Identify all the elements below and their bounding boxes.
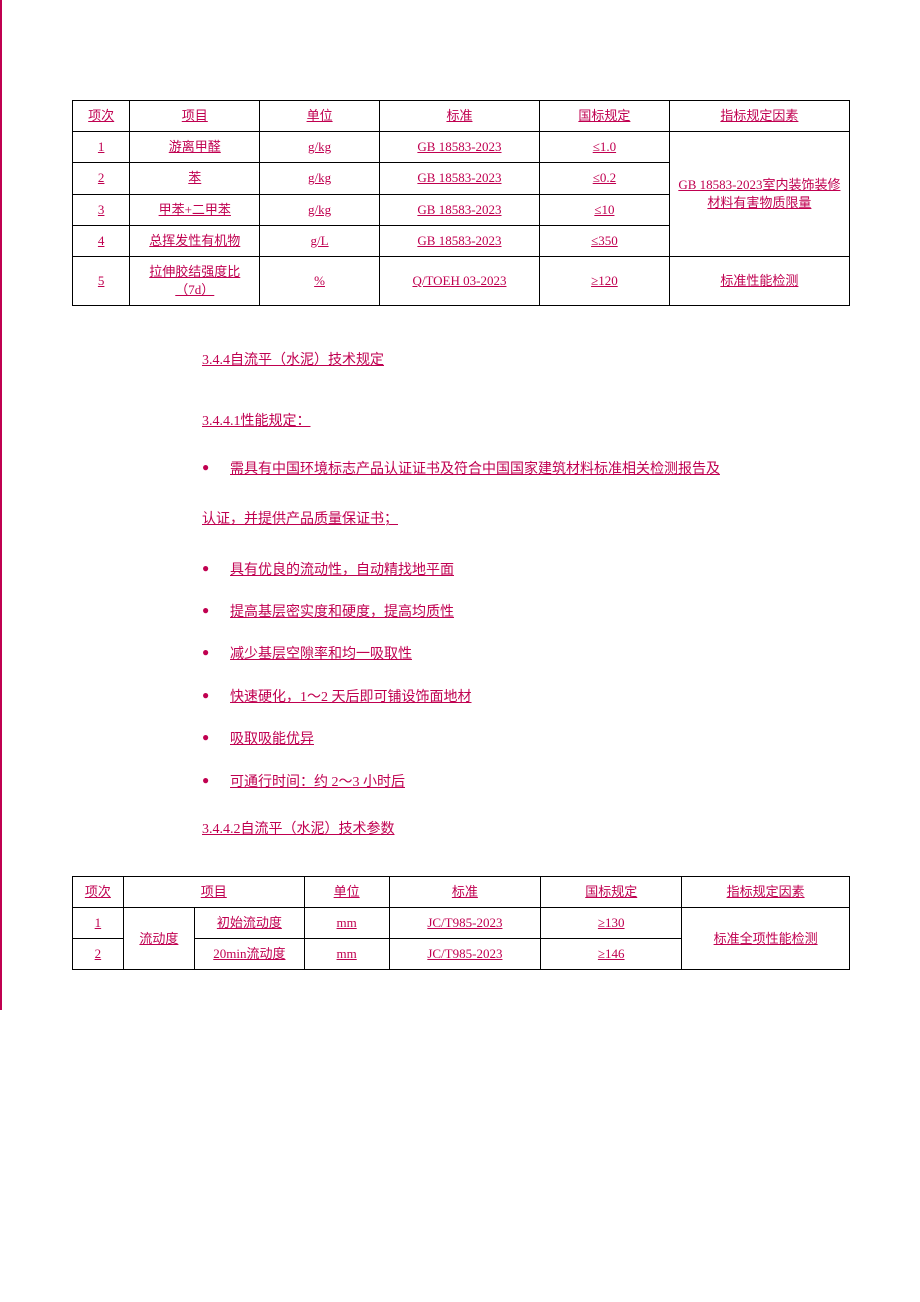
cell-unit: g/kg	[260, 132, 380, 163]
table-header-row: 项次 项目 单位 标准 国标规定 指标规定因素	[73, 101, 850, 132]
cell-factor: 标准性能检测	[669, 256, 849, 305]
cell-std: GB 18583-2023	[379, 225, 539, 256]
cell-item: 总挥发性有机物	[130, 225, 260, 256]
cell-no: 4	[73, 225, 130, 256]
cell-spec: ≥120	[539, 256, 669, 305]
cell-spec: ≤10	[539, 194, 669, 225]
list-item: 具有优良的流动性，自动精找地平面	[202, 553, 850, 589]
cell-no: 1	[73, 132, 130, 163]
th-factor: 指标规定因素	[682, 876, 850, 907]
cell-group: 流动度	[123, 908, 194, 970]
table-row: 1 流动度 初始流动度 mm JC/T985-2023 ≥130 标准全项性能检…	[73, 908, 850, 939]
cell-item: 甲苯+二甲苯	[130, 194, 260, 225]
th-std: 标准	[389, 876, 541, 907]
cell-std: JC/T985-2023	[389, 939, 541, 970]
cell-item: 拉伸胶结强度比（7d）	[130, 256, 260, 305]
cell-std: GB 18583-2023	[379, 194, 539, 225]
list-item: 可通行时间：约 2～3 小时后	[202, 765, 850, 801]
list-item: 快速硬化，1～2 天后即可铺设饰面地材	[202, 680, 850, 716]
cell-sub: 初始流动度	[194, 908, 304, 939]
heading-3441: 3.4.4.1性能规定：	[202, 407, 850, 438]
cell-factor-merged: GB 18583-2023室内装饰装修材料有害物质限量	[669, 132, 849, 257]
cell-spec: ≤350	[539, 225, 669, 256]
list-item: 提高基层密实度和硬度，提高均质性	[202, 595, 850, 631]
heading-3442: 3.4.4.2自流平（水泥）技术参数	[202, 815, 850, 846]
cell-no: 3	[73, 194, 130, 225]
cell-unit: g/kg	[260, 163, 380, 194]
th-std: 标准	[379, 101, 539, 132]
th-factor: 指标规定因素	[669, 101, 849, 132]
cell-unit: %	[260, 256, 380, 305]
top-spacer	[72, 40, 850, 100]
list-item: 需具有中国环境标志产品认证证书及符合中国国家建筑材料标准相关检测报告及	[202, 452, 850, 488]
cell-unit: g/L	[260, 225, 380, 256]
list-item: 减少基层空隙率和均一吸取性	[202, 637, 850, 673]
table-row: 5 拉伸胶结强度比（7d） % Q/TOEH 03-2023 ≥120 标准性能…	[73, 256, 850, 305]
th-unit: 单位	[304, 876, 389, 907]
cell-no: 2	[73, 163, 130, 194]
th-no: 项次	[73, 876, 124, 907]
cell-spec: ≤0.2	[539, 163, 669, 194]
table-hazardous-limits: 项次 项目 单位 标准 国标规定 指标规定因素 1 游离甲醛 g/kg GB 1…	[72, 100, 850, 306]
cell-std: GB 18583-2023	[379, 163, 539, 194]
heading-344: 3.4.4自流平（水泥）技术规定	[202, 346, 850, 377]
th-item: 项目	[130, 101, 260, 132]
th-spec: 国标规定	[539, 101, 669, 132]
cell-std: Q/TOEH 03-2023	[379, 256, 539, 305]
cell-factor-merged: 标准全项性能检测	[682, 908, 850, 970]
cell-spec: ≥130	[541, 908, 682, 939]
cell-unit: g/kg	[260, 194, 380, 225]
cell-spec: ≤1.0	[539, 132, 669, 163]
cell-unit: mm	[304, 939, 389, 970]
cell-std: GB 18583-2023	[379, 132, 539, 163]
th-no: 项次	[73, 101, 130, 132]
cell-no: 5	[73, 256, 130, 305]
cell-std: JC/T985-2023	[389, 908, 541, 939]
performance-bullets: 需具有中国环境标志产品认证证书及符合中国国家建筑材料标准相关检测报告及	[202, 452, 850, 488]
performance-bullets-2: 具有优良的流动性，自动精找地平面 提高基层密实度和硬度，提高均质性 减少基层空隙…	[202, 553, 850, 801]
cell-unit: mm	[304, 908, 389, 939]
table-header-row: 项次 项目 单位 标准 国标规定 指标规定因素	[73, 876, 850, 907]
page-container: 项次 项目 单位 标准 国标规定 指标规定因素 1 游离甲醛 g/kg GB 1…	[0, 0, 920, 1010]
th-unit: 单位	[260, 101, 380, 132]
cell-item: 游离甲醛	[130, 132, 260, 163]
cell-sub: 20min流动度	[194, 939, 304, 970]
table-self-leveling-params: 项次 项目 单位 标准 国标规定 指标规定因素 1 流动度 初始流动度 mm J…	[72, 876, 850, 971]
cell-no: 1	[73, 908, 124, 939]
cell-spec: ≥146	[541, 939, 682, 970]
list-item-continuation: 认证，并提供产品质量保证书；	[202, 502, 850, 538]
cell-item: 苯	[130, 163, 260, 194]
th-spec: 国标规定	[541, 876, 682, 907]
cell-no: 2	[73, 939, 124, 970]
table-row: 1 游离甲醛 g/kg GB 18583-2023 ≤1.0 GB 18583-…	[73, 132, 850, 163]
list-item: 吸取吸能优异	[202, 722, 850, 758]
th-item: 项目	[123, 876, 304, 907]
